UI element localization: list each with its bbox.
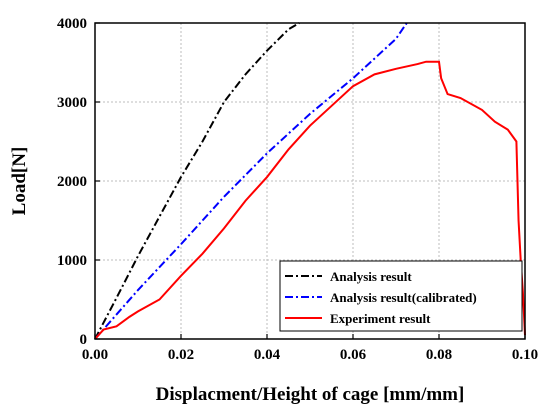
y-tick-label: 0 bbox=[80, 332, 88, 348]
series-experiment-line bbox=[94, 60, 526, 340]
series-calibrated-line bbox=[94, 22, 408, 340]
x-tick-label: 0.08 bbox=[426, 347, 452, 363]
y-tick-labels: 0 1000 2000 3000 4000 bbox=[57, 16, 87, 348]
y-tick-label: 1000 bbox=[57, 253, 87, 269]
y-tick-label: 2000 bbox=[57, 174, 87, 190]
x-tick-label: 0.04 bbox=[254, 347, 281, 363]
y-tick-label: 3000 bbox=[57, 95, 87, 111]
x-tick-label: 0.10 bbox=[512, 347, 538, 363]
legend-label-analysis: Analysis result bbox=[330, 269, 412, 284]
series-group bbox=[94, 22, 526, 340]
x-axis-title: Displacment/Height of cage [mm/mm] bbox=[156, 384, 465, 405]
legend-label-calibrated: Analysis result(calibrated) bbox=[330, 290, 477, 305]
x-tick-label: 0.06 bbox=[340, 347, 367, 363]
x-tick-label: 0.00 bbox=[82, 347, 108, 363]
tick-marks bbox=[94, 22, 526, 340]
legend: Analysis result Analysis result(calibrat… bbox=[279, 260, 523, 332]
legend-label-experiment: Experiment result bbox=[330, 311, 431, 326]
x-tick-labels: 0.00 0.02 0.04 0.06 0.08 0.10 bbox=[82, 347, 538, 363]
series-analysis-line bbox=[94, 22, 300, 340]
grid-lines bbox=[95, 23, 525, 339]
y-axis-title: Load[N] bbox=[9, 147, 30, 216]
y-tick-label: 4000 bbox=[57, 16, 87, 32]
x-tick-label: 0.02 bbox=[168, 347, 194, 363]
